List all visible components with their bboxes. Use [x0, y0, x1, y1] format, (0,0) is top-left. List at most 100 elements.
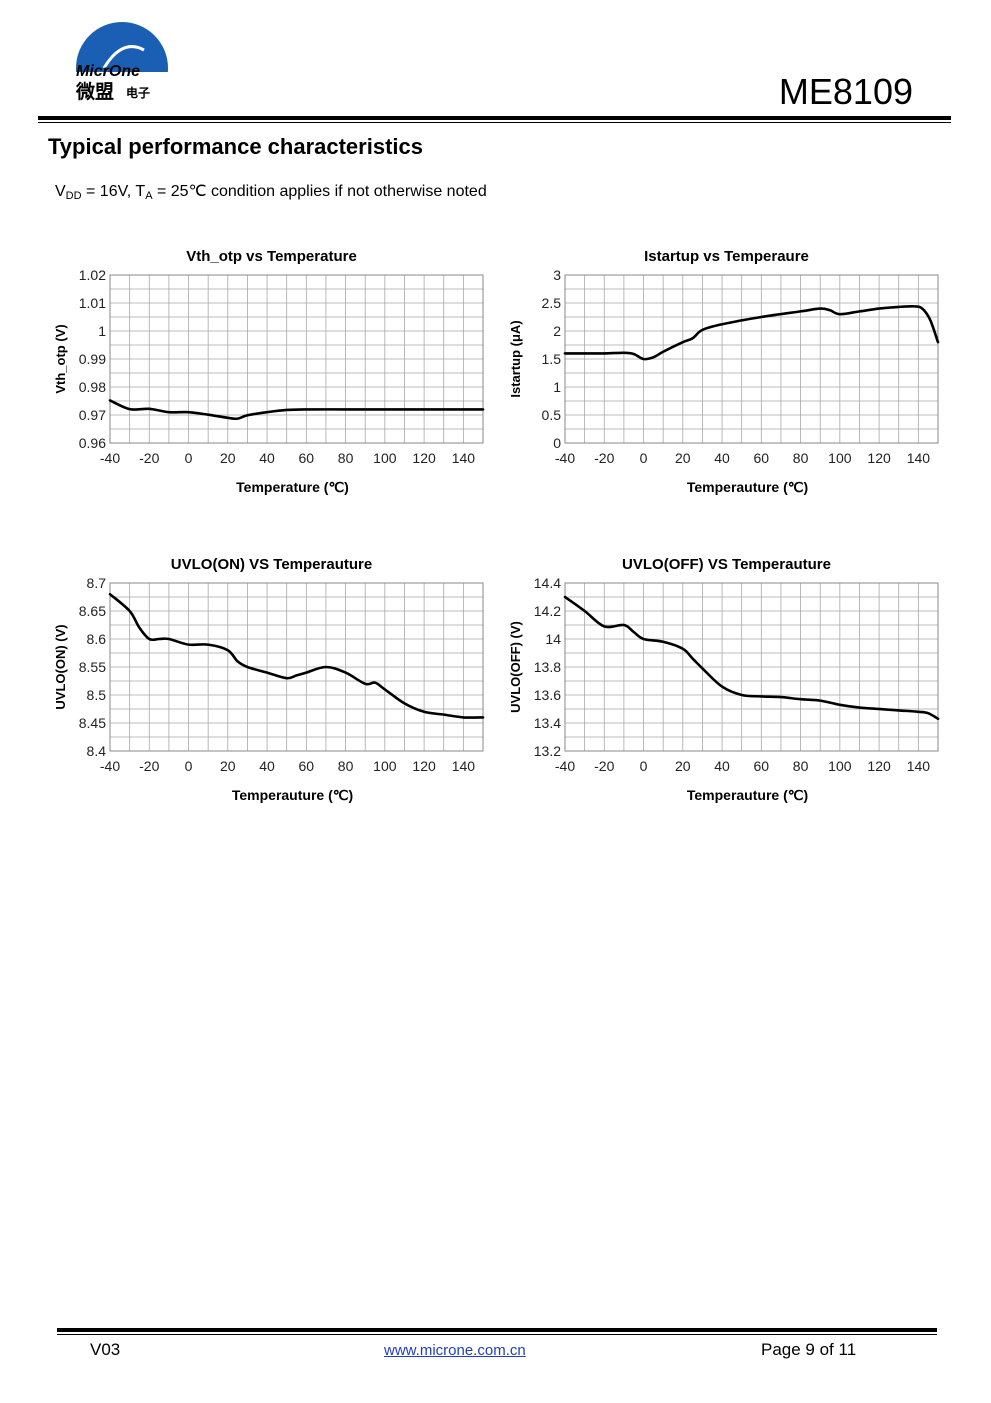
y-tick-label: 14.4 — [534, 575, 561, 591]
y-tick-label: 8.55 — [79, 659, 106, 675]
x-tick-label: 100 — [828, 450, 852, 466]
y-tick-label: 8.45 — [79, 715, 106, 731]
x-tick-label: 140 — [907, 450, 931, 466]
x-tick-label: 40 — [714, 450, 730, 466]
chart-svg: -40 -20 0 20 40 60 80 100 120 140 0 0.5 1 1.5 2 2.5 3 Ist… — [508, 248, 940, 495]
y-axis-label: UVLO(OFF) (V) — [508, 621, 523, 713]
x-tick-label: 60 — [299, 758, 315, 774]
x-axis-label: Temperauture (℃) — [687, 787, 808, 803]
header-rule — [38, 116, 951, 120]
chart-title: Vth_otp vs Temperature — [186, 248, 357, 265]
x-axis-label: Temperature (℃) — [236, 479, 349, 495]
x-tick-label: -20 — [594, 758, 614, 774]
logo-text-cn-small: 电子 — [126, 85, 150, 100]
footer-page-number: Page 9 of 11 — [761, 1340, 857, 1359]
y-gridlines — [110, 274, 483, 444]
chart-istartup: -40 -20 0 20 40 60 80 100 120 140 0 0.5 1 1.5 2 2.5 3 Ist… — [495, 238, 945, 508]
chart-title: Istartup vs Temperaure — [644, 248, 809, 265]
y-tick-label: 14.2 — [534, 603, 561, 619]
logo-text-cn-big: 微盟 — [75, 80, 114, 103]
y-tick-label: 1 — [553, 379, 561, 395]
data-series-line — [563, 595, 940, 721]
y-tick-label: 8.6 — [87, 631, 107, 647]
plot-frame — [564, 274, 939, 444]
data-series-line — [563, 304, 940, 361]
footer-rule-thin — [57, 1334, 937, 1335]
chart-title: UVLO(OFF) VS Temperauture — [622, 556, 831, 573]
x-tick-label: 0 — [185, 450, 193, 466]
section-title: Typical performance characteristics — [48, 134, 423, 159]
x-tick-label: 100 — [373, 450, 397, 466]
y-tick-label: 8.4 — [87, 743, 107, 759]
chart-vth-otp: -40 -20 0 20 40 60 80 100 120 140 0.96 0.97 0.98 0.99… — [40, 238, 490, 508]
x-tick-label: 0 — [185, 758, 193, 774]
x-tick-label: 120 — [867, 758, 891, 774]
x-tick-label: 20 — [675, 758, 691, 774]
test-condition: VDD = 16V, TA = 25℃ condition applies if… — [55, 183, 487, 202]
y-axis-label: Vth_otp (V) — [53, 324, 68, 393]
x-tick-label: 20 — [220, 450, 236, 466]
x-tick-label: 140 — [907, 758, 931, 774]
chart-svg: -40 -20 0 20 40 60 80 100 120 140 8.4 8.45 8.5 8.55 8.… — [53, 556, 485, 803]
footer-url-link[interactable]: www.microne.com.cn — [384, 1342, 526, 1359]
chart-uvlo-off: -40 -20 0 20 40 60 80 100 120 140 13.2 13.4 13.6 13.8… — [495, 546, 945, 816]
y-gridlines — [565, 582, 938, 752]
x-tick-label: 100 — [828, 758, 852, 774]
y-tick-label: 14 — [545, 631, 561, 647]
y-tick-label: 8.5 — [87, 687, 107, 703]
x-tick-label: 80 — [338, 450, 354, 466]
y-tick-label: 0.5 — [542, 407, 562, 423]
x-tick-label: 60 — [754, 450, 770, 466]
plot-frame — [109, 582, 484, 752]
plot-frame — [109, 274, 484, 444]
x-tick-label: -40 — [100, 758, 120, 774]
y-tick-label: 8.65 — [79, 603, 106, 619]
y-tick-label: 13.8 — [534, 659, 561, 675]
x-tick-label: 20 — [220, 758, 236, 774]
x-tick-label: 140 — [452, 758, 476, 774]
y-gridlines — [110, 582, 483, 752]
y-tick-label: 13.2 — [534, 743, 561, 759]
x-tick-label: 40 — [259, 758, 275, 774]
y-tick-label: 1.02 — [79, 267, 106, 283]
x-tick-label: 40 — [714, 758, 730, 774]
footer-version: V03 — [90, 1340, 121, 1359]
y-tick-label: 0.97 — [79, 407, 106, 423]
microne-logo: MicrOne 微盟 电子 — [74, 20, 170, 104]
data-series-line — [108, 399, 485, 421]
y-gridlines — [565, 274, 938, 444]
x-tick-label: 80 — [338, 758, 354, 774]
y-tick-label: 13.6 — [534, 687, 561, 703]
x-tick-label: 120 — [412, 758, 436, 774]
footer-rule — [57, 1328, 937, 1332]
logo-text-en: MicrOne — [76, 63, 140, 80]
y-axis-label: UVLO(ON) (V) — [53, 624, 68, 709]
y-tick-label: 0 — [553, 435, 561, 451]
chart-title: UVLO(ON) VS Temperauture — [171, 556, 372, 573]
y-tick-label: 8.7 — [87, 575, 107, 591]
x-tick-label: 80 — [793, 450, 809, 466]
plot-frame — [564, 582, 939, 752]
y-tick-label: 1 — [98, 323, 106, 339]
x-tick-label: 100 — [373, 758, 397, 774]
chart-uvlo-on: -40 -20 0 20 40 60 80 100 120 140 8.4 8.45 8.5 8.55 8.… — [40, 546, 490, 816]
chart-svg: -40 -20 0 20 40 60 80 100 120 140 13.2 13.4 13.6 13.8… — [508, 556, 940, 803]
y-axis-label: Istartup (μA) — [508, 320, 523, 397]
y-tick-label: 2 — [553, 323, 561, 339]
x-tick-label: 120 — [867, 450, 891, 466]
x-tick-label: -20 — [139, 758, 159, 774]
y-tick-label: 0.98 — [79, 379, 106, 395]
x-tick-label: -40 — [555, 450, 575, 466]
y-tick-label: 1.5 — [542, 351, 562, 367]
x-tick-label: 120 — [412, 450, 436, 466]
x-tick-label: 0 — [640, 450, 648, 466]
x-tick-label: 60 — [754, 758, 770, 774]
y-tick-label: 2.5 — [542, 295, 562, 311]
header-rule-thin — [38, 122, 951, 123]
x-tick-label: -40 — [100, 450, 120, 466]
part-number: ME8109 — [778, 71, 913, 112]
y-tick-label: 1.01 — [79, 295, 106, 311]
x-tick-label: 20 — [675, 450, 691, 466]
y-tick-label: 13.4 — [534, 715, 561, 731]
x-tick-label: 80 — [793, 758, 809, 774]
